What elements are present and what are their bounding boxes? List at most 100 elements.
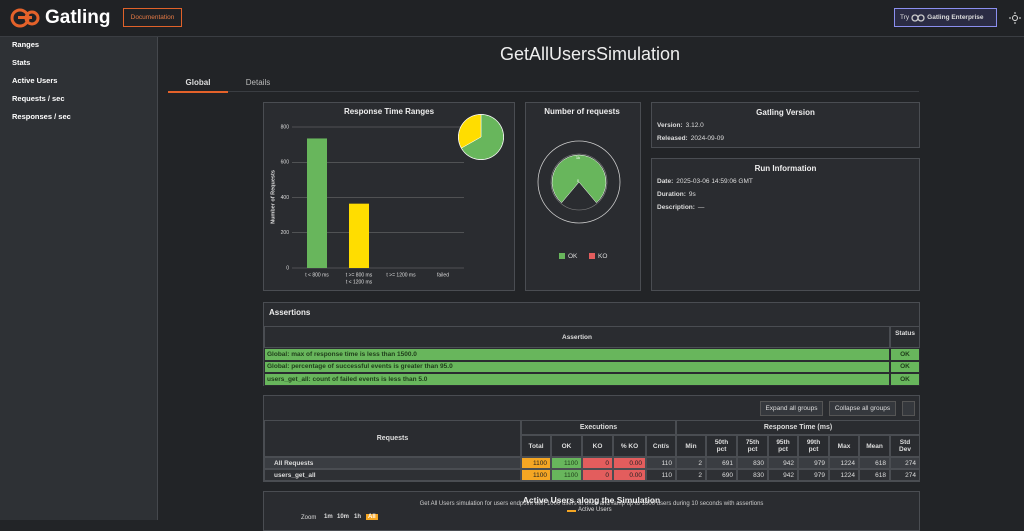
column-header: 95th pct bbox=[768, 435, 798, 457]
fullscreen-button[interactable] bbox=[902, 401, 915, 416]
x-tick-label: t >= 1200 ms bbox=[386, 272, 416, 278]
stat-cell: 0.00 bbox=[613, 469, 646, 481]
logo-icon bbox=[10, 8, 40, 28]
info-row: Duration: 9s bbox=[657, 191, 696, 198]
column-header: Assertion bbox=[264, 326, 890, 348]
status-cell: OK bbox=[890, 348, 920, 361]
sidebar-link[interactable]: Ranges bbox=[12, 40, 40, 49]
info-label: Released: bbox=[657, 135, 688, 142]
table-button[interactable]: Expand all groups bbox=[760, 401, 823, 416]
column-header: Min bbox=[676, 435, 706, 457]
info-label: Version: bbox=[657, 122, 683, 129]
tab-rule bbox=[168, 91, 919, 92]
info-label: Description: bbox=[657, 204, 695, 211]
panel-title: Run Information bbox=[754, 164, 817, 173]
table-button[interactable]: Collapse all groups bbox=[829, 401, 896, 416]
group-header: Response Time (ms) bbox=[676, 420, 920, 435]
stat-cell: 979 bbox=[798, 469, 829, 481]
run-panel: Run Information Date: 2025-03-06 14:59:06 … bbox=[651, 158, 920, 291]
stat-cell: 0.00 bbox=[613, 457, 646, 469]
stat-cell: 2 bbox=[676, 469, 706, 481]
sidebar-link[interactable]: Responses / sec bbox=[12, 112, 71, 121]
version-panel: Gatling Version Version: 3.12.0 Released: 20… bbox=[651, 102, 920, 148]
gauge-ring bbox=[537, 140, 621, 224]
bar bbox=[307, 138, 327, 268]
column-header: 50th pct bbox=[706, 435, 737, 457]
info-value: 2024-09-09 bbox=[690, 135, 724, 142]
zoom-label: Zoom bbox=[301, 515, 317, 521]
zoom-button[interactable]: 1m bbox=[324, 514, 333, 520]
stat-cell: 942 bbox=[768, 457, 798, 469]
y-tick-label: 400 bbox=[281, 195, 290, 201]
sidebar-link[interactable]: Requests / sec bbox=[12, 94, 65, 103]
stat-cell: 979 bbox=[798, 457, 829, 469]
y-tick-label: 200 bbox=[281, 230, 290, 236]
chart-title: Active Users along the Simulation bbox=[522, 495, 661, 505]
sidebar-link[interactable]: Stats bbox=[12, 58, 31, 67]
chart-description: Get All Users simulation for users endpo… bbox=[419, 501, 764, 507]
x-tick-label: t < 1200 ms bbox=[346, 279, 373, 285]
legend-label: OK bbox=[568, 253, 578, 260]
chart-title: Response Time Ranges bbox=[344, 107, 435, 116]
documentation-button[interactable]: Documentation bbox=[123, 8, 182, 27]
y-tick-label: 800 bbox=[281, 124, 290, 130]
stat-cell: 690 bbox=[706, 469, 737, 481]
column-header: KO bbox=[582, 435, 613, 457]
stat-cell: 942 bbox=[768, 469, 798, 481]
zoom-button[interactable]: 1h bbox=[354, 514, 362, 520]
value-label: 0 bbox=[577, 178, 580, 183]
pie-slice bbox=[461, 114, 504, 160]
info-row: Date: 2025-03-06 14:59:06 GMT bbox=[657, 178, 753, 185]
chart-title: Number of requests bbox=[544, 107, 620, 116]
zoom-button[interactable]: 10m bbox=[337, 514, 350, 520]
panel-title: Assertions bbox=[269, 308, 311, 317]
y-axis-label: Number of Requests bbox=[270, 170, 276, 224]
page: Gatling Documentation Try Gatling Enterp… bbox=[0, 7, 1024, 531]
bar bbox=[349, 203, 369, 268]
enterprise-button[interactable]: Try Gatling Enterprise bbox=[894, 8, 997, 27]
pie-slice bbox=[551, 154, 607, 204]
panel-title: Gatling Version bbox=[756, 108, 815, 117]
info-value: 2025-03-06 14:59:06 GMT bbox=[676, 178, 753, 185]
info-value: 3.12.0 bbox=[685, 122, 704, 129]
legend-swatch bbox=[589, 253, 595, 259]
y-tick-label: 600 bbox=[281, 160, 290, 166]
stats-panel: Expand all groups Collapse all groups Requ… bbox=[263, 395, 920, 482]
stat-cell: 2 bbox=[676, 457, 706, 469]
stat-cell: 1100 bbox=[551, 469, 582, 481]
stat-cell: 0 bbox=[582, 469, 613, 481]
column-header: Mean bbox=[859, 435, 890, 457]
zoom-button[interactable]: All bbox=[366, 514, 378, 520]
stat-cell: 1100 bbox=[551, 457, 582, 469]
column-header: OK bbox=[551, 435, 582, 457]
x-tick-label: failed bbox=[437, 272, 449, 278]
column-header: 99th pct bbox=[798, 435, 829, 457]
column-header: Cnt/s bbox=[646, 435, 676, 457]
sidebar-link[interactable]: Active Users bbox=[12, 76, 58, 85]
group-header: Requests bbox=[264, 420, 521, 457]
logo-text: Gatling bbox=[45, 7, 111, 28]
info-value: — bbox=[697, 204, 705, 211]
value-label: 1k bbox=[576, 155, 580, 160]
column-header: Total bbox=[521, 435, 551, 457]
stat-cell: 110 bbox=[646, 469, 676, 481]
stat-cell: 0 bbox=[582, 457, 613, 469]
stat-cell: 274 bbox=[890, 469, 920, 481]
column-header: % KO bbox=[613, 435, 646, 457]
request-name: All Requests bbox=[264, 457, 521, 469]
legend-swatch bbox=[567, 510, 576, 512]
tab[interactable]: Global bbox=[185, 78, 211, 87]
info-row: Released: 2024-09-09 bbox=[657, 135, 724, 142]
assertion-cell: Global: percentage of successful events … bbox=[264, 360, 890, 373]
tab[interactable]: Details bbox=[245, 78, 271, 87]
stat-cell: 830 bbox=[737, 457, 768, 469]
theme-toggle[interactable] bbox=[1009, 12, 1021, 24]
stat-cell: 1224 bbox=[829, 457, 859, 469]
status-cell: OK bbox=[890, 360, 920, 373]
stat-cell: 1100 bbox=[521, 457, 551, 469]
assertion-cell: Global: max of response time is less tha… bbox=[264, 348, 890, 361]
assertion-cell: users_get_all: count of failed events is… bbox=[264, 373, 890, 386]
page-title: GetAllUsersSimulation bbox=[499, 44, 681, 64]
column-header: Max bbox=[829, 435, 859, 457]
info-row: Description: — bbox=[657, 204, 704, 211]
